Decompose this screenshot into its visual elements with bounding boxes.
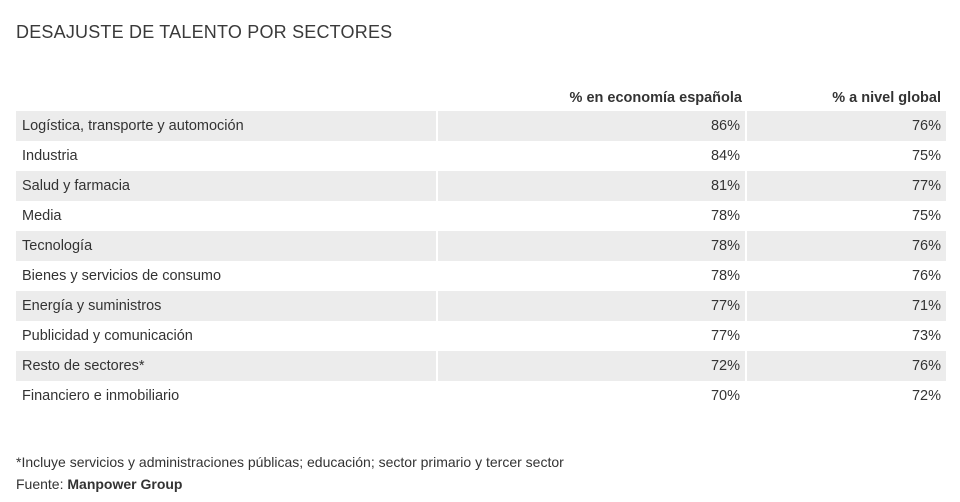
table-row: Publicidad y comunicación 77% 73% (16, 321, 946, 351)
spain-value-cell: 78% (438, 231, 747, 261)
source-label: Fuente: (16, 476, 64, 492)
chart-title: DESAJUSTE DE TALENTO POR SECTORES (16, 22, 393, 42)
sector-cell: Industria (16, 141, 438, 171)
table-row: Energía y suministros 77% 71% (16, 291, 946, 321)
footnote: *Incluye servicios y administraciones pú… (16, 454, 564, 470)
spain-value-cell: 78% (438, 201, 747, 231)
global-value-cell: 73% (747, 321, 946, 351)
table-row: Salud y farmacia 81% 77% (16, 171, 946, 201)
sector-cell: Energía y suministros (16, 291, 438, 321)
sector-cell: Publicidad y comunicación (16, 321, 438, 351)
sector-cell: Media (16, 201, 438, 231)
table-row: Tecnología 78% 76% (16, 231, 946, 261)
spain-value-cell: 72% (438, 351, 747, 381)
table-header-row: % en economía española % a nivel global (16, 84, 946, 111)
spain-value-cell: 86% (438, 111, 747, 141)
global-value-cell: 76% (747, 351, 946, 381)
spain-value-cell: 84% (438, 141, 747, 171)
table-row: Industria 84% 75% (16, 141, 946, 171)
spain-value-cell: 78% (438, 261, 747, 291)
sector-cell: Logística, transporte y automoción (16, 111, 438, 141)
global-value-cell: 76% (747, 261, 946, 291)
table-row: Bienes y servicios de consumo 78% 76% (16, 261, 946, 291)
sector-cell: Financiero e inmobiliario (16, 381, 438, 411)
table-row: Media 78% 75% (16, 201, 946, 231)
global-value-cell: 71% (747, 291, 946, 321)
sector-cell: Resto de sectores* (16, 351, 438, 381)
sector-cell: Bienes y servicios de consumo (16, 261, 438, 291)
table-row: Resto de sectores* 72% 76% (16, 351, 946, 381)
global-value-cell: 75% (747, 201, 946, 231)
table-body: Logística, transporte y automoción 86% 76%… (16, 111, 946, 411)
sector-table: % en economía española % a nivel global … (16, 84, 946, 411)
global-value-cell: 75% (747, 141, 946, 171)
source-name: Manpower Group (67, 476, 183, 492)
sector-cell: Tecnología (16, 231, 438, 261)
global-value-cell: 72% (747, 381, 946, 411)
spain-value-cell: 77% (438, 321, 747, 351)
table-row: Financiero e inmobiliario 70% 72% (16, 381, 946, 411)
column-header-sector (16, 84, 438, 111)
global-value-cell: 77% (747, 171, 946, 201)
global-value-cell: 76% (747, 111, 946, 141)
global-value-cell: 76% (747, 231, 946, 261)
spain-value-cell: 81% (438, 171, 747, 201)
sector-cell: Salud y farmacia (16, 171, 438, 201)
spain-value-cell: 70% (438, 381, 747, 411)
table-row: Logística, transporte y automoción 86% 76% (16, 111, 946, 141)
column-header-global: % a nivel global (832, 89, 941, 106)
spain-value-cell: 77% (438, 291, 747, 321)
column-header-spain: % en economía española (569, 89, 742, 106)
source-line: Fuente: Manpower Group (16, 475, 183, 493)
